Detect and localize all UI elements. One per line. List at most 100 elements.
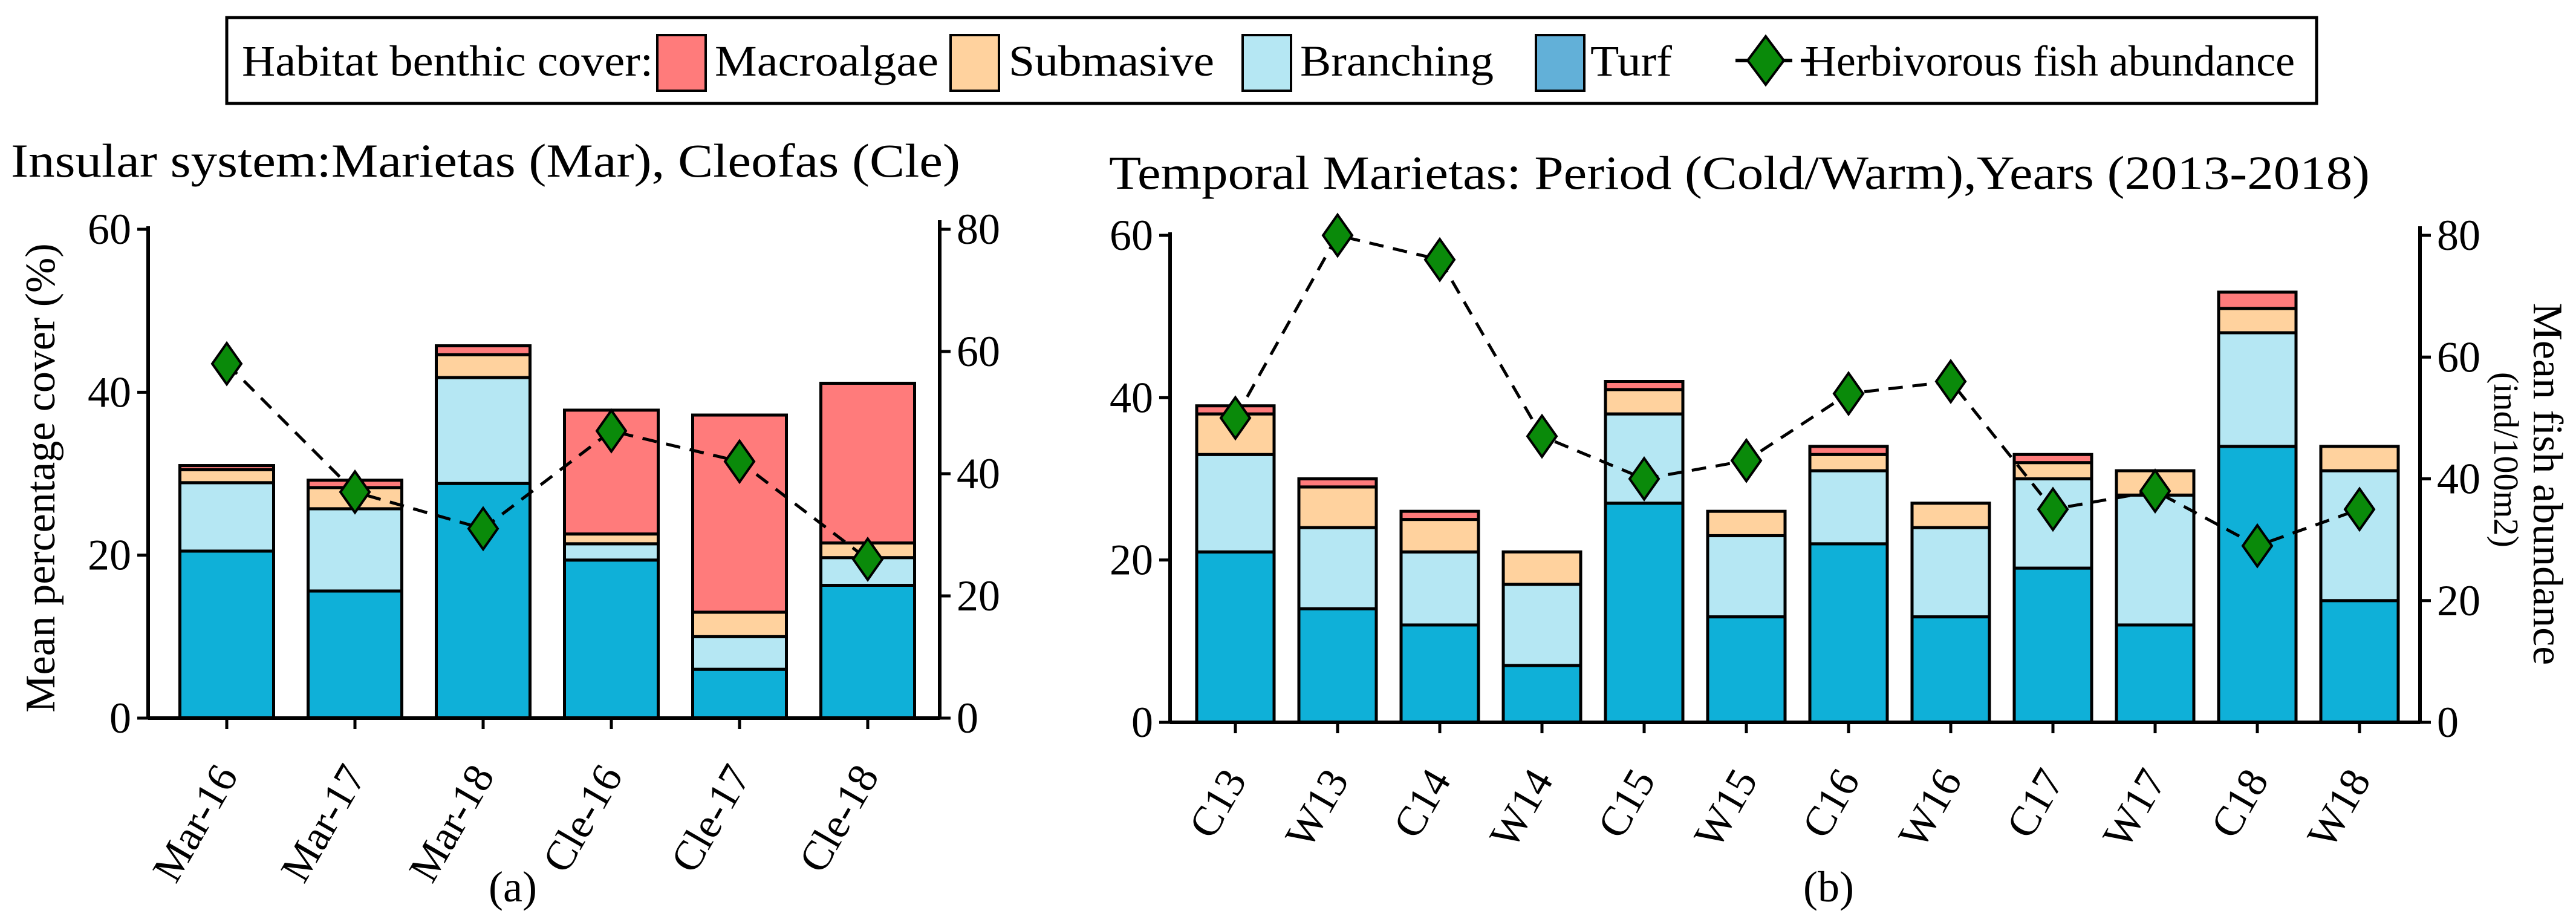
legend-fish-diamond-icon: [1746, 34, 1786, 87]
fish-point-c15: [1628, 456, 1660, 502]
y2-tick-label: 60: [2437, 333, 2480, 381]
panel-b: Temporal Marietas: Period (Cold/Warm),Ye…: [1109, 146, 2571, 911]
bar-submasive-w13: [1297, 485, 1378, 529]
bar-submasive-w16: [1910, 502, 1991, 529]
x-tick-label: Mar-17: [272, 757, 376, 890]
bar-branching-cle-16: [563, 542, 660, 562]
y2-tick-label: 40: [2437, 455, 2480, 503]
y2-tick-label: 0: [2437, 698, 2459, 747]
bar-submasive-w18: [2319, 445, 2400, 472]
bar-turf-w14: [1501, 664, 1582, 724]
bar-turf-c16: [1808, 542, 1889, 724]
fish-point-cle-17: [723, 439, 756, 485]
bar-submasive-c17: [2012, 461, 2093, 481]
y-tick-label: 0: [109, 694, 131, 742]
x-tick-label: W17: [2094, 762, 2176, 856]
legend-swatch-turf: [1535, 34, 1586, 92]
x-tick-label: W16: [1890, 762, 1971, 856]
fish-point-mar-18: [467, 506, 499, 552]
fish-point-c17: [2037, 486, 2069, 532]
legend-label-macroalgae: Macroalgae: [715, 37, 938, 85]
x-tick-label: C16: [1794, 762, 1869, 846]
fish-point-w16: [1934, 359, 1967, 404]
legend-swatch-branching: [1241, 34, 1292, 92]
bar-macroalgae-mar-18: [435, 344, 532, 356]
bar-turf-w16: [1910, 615, 1991, 724]
panel-a-label: (a): [489, 863, 537, 911]
bar-turf-c15: [1604, 502, 1685, 724]
bar-submasive-mar-16: [178, 468, 275, 485]
fish-point-w18: [2343, 486, 2376, 532]
fish-point-mar-16: [210, 341, 243, 387]
bar-turf-w18: [2319, 599, 2400, 724]
fish-point-w15: [1730, 437, 1763, 483]
bar-macroalgae-w13: [1297, 477, 1378, 489]
fish-point-cle-16: [595, 408, 628, 454]
x-tick-label: Cle-17: [662, 757, 760, 881]
legend-label-fish: Herbivorous fish abundance: [1805, 37, 2295, 85]
x-tick-label: Cle-16: [534, 757, 632, 881]
x-tick-label: C18: [2202, 762, 2278, 846]
y-tick-label: 40: [88, 368, 131, 416]
panel-b-title: Temporal Marietas: Period (Cold/Warm),Ye…: [1109, 146, 2370, 199]
panel-a-title: Insular system:Marietas (Mar), Cleofas (…: [11, 134, 960, 187]
x-tick-label: Cle-18: [790, 757, 888, 881]
legend-label-submasive: Submasive: [1009, 37, 1214, 85]
bar-branching-c18: [2217, 331, 2298, 448]
panel-a: Insular system:Marietas (Mar), Cleofas (…: [11, 134, 1000, 911]
legend-swatch-macroalgae: [656, 34, 707, 92]
x-tick-label: W18: [2298, 762, 2380, 856]
bar-branching-mar-18: [435, 376, 532, 485]
legend-swatch-submasive: [949, 34, 1000, 92]
x-tick-label: W14: [1481, 762, 1563, 856]
x-tick-label: C13: [1180, 762, 1256, 846]
y2-tick-label: 40: [957, 450, 1000, 498]
fish-abundance-line: [1234, 234, 2360, 548]
fish-abundance-line: [226, 362, 869, 561]
bar-branching-w15: [1706, 534, 1787, 619]
bar-macroalgae-c14: [1399, 509, 1480, 521]
legend-title: Habitat benthic cover:: [242, 37, 653, 85]
y-tick-label: 20: [88, 531, 131, 580]
y-tick-label: 60: [88, 205, 131, 253]
bar-branching-w14: [1501, 583, 1582, 667]
x-tick-label: W13: [1277, 762, 1358, 856]
bar-macroalgae-c16: [1808, 445, 1889, 456]
bar-branching-mar-17: [307, 507, 403, 593]
bar-macroalgae-cle-18: [819, 382, 916, 544]
bar-branching-c16: [1808, 469, 1889, 546]
bar-turf-w13: [1297, 607, 1378, 724]
bar-turf-w15: [1706, 615, 1787, 724]
bar-branching-mar-16: [178, 481, 275, 553]
bar-submasive-c15: [1604, 388, 1685, 416]
panel-b-y2label: Mean fish abundance: [2524, 303, 2571, 665]
x-tick-label: W15: [1685, 762, 1767, 856]
fish-point-c18: [2241, 523, 2274, 569]
bar-turf-c14: [1399, 623, 1480, 724]
bar-turf-cle-18: [819, 583, 916, 720]
y-tick-label: 40: [1110, 373, 1153, 422]
fish-point-c14: [1423, 237, 1456, 283]
legend: Habitat benthic cover: Macroalgae Submas…: [225, 16, 2318, 105]
fish-point-c16: [1832, 371, 1865, 417]
legend-label-branching: Branching: [1300, 37, 1494, 85]
bar-turf-c17: [2012, 566, 2093, 724]
bar-turf-cle-17: [691, 667, 788, 720]
bar-turf-mar-16: [178, 549, 275, 720]
x-tick-label: C15: [1589, 762, 1665, 846]
fish-point-cle-18: [851, 536, 884, 582]
y2-tick-label: 80: [957, 205, 1000, 253]
bar-submasive-c18: [2217, 307, 2298, 335]
y2-tick-label: 80: [2437, 211, 2480, 260]
bar-turf-mar-17: [307, 589, 403, 720]
y2-tick-label: 20: [957, 572, 1000, 620]
bar-submasive-w15: [1706, 509, 1787, 537]
bar-branching-w13: [1297, 526, 1378, 610]
bar-branching-cle-17: [691, 635, 788, 671]
y-tick-label: 60: [1110, 211, 1153, 260]
fish-point-c13: [1219, 395, 1252, 441]
panel-a-ylabel: Mean percentage cover (%): [18, 243, 64, 712]
bar-macroalgae-c17: [2012, 453, 2093, 465]
bar-macroalgae-c18: [2217, 290, 2298, 310]
y-tick-label: 0: [1131, 698, 1153, 747]
